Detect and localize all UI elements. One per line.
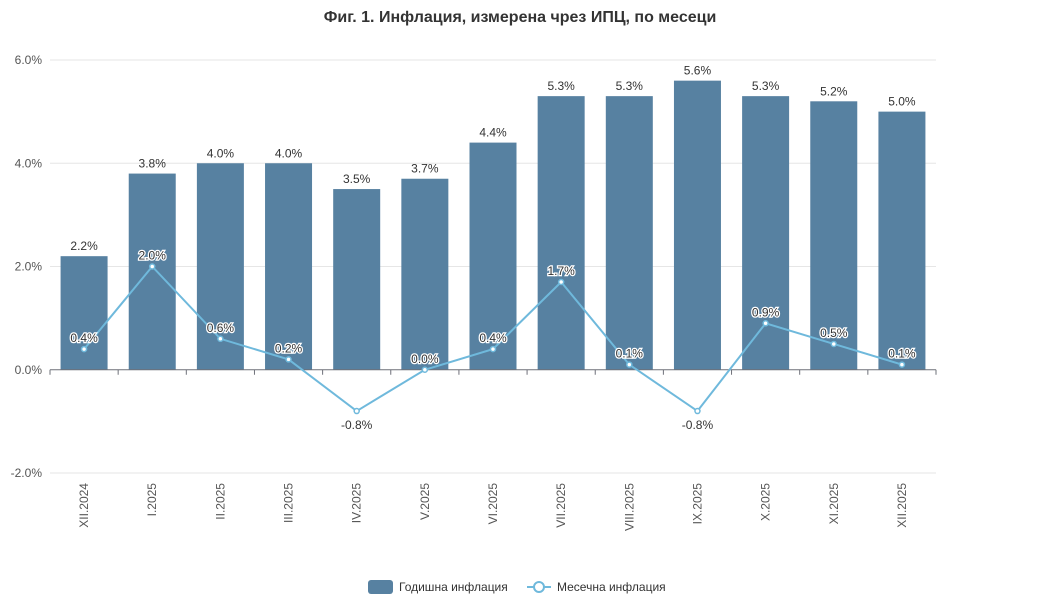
line-data-label: 0.4% [70,331,98,345]
line-point [285,356,292,363]
line-point [626,361,633,368]
legend-annual-label: Годишна инфлация [399,580,508,594]
legend-annual-swatch [368,580,393,594]
line-point [898,361,906,368]
bar-annual [537,96,585,370]
x-tick-label: X.2025 [759,483,773,521]
x-axis [49,369,937,375]
y-tick-label: 4.0% [15,156,43,170]
x-tick-label: XI.2025 [827,483,841,525]
x-tick-label: VI.2025 [486,483,500,525]
line-point [694,407,701,415]
bar-annual [810,101,858,370]
bar-data-label: 2.2% [70,239,98,253]
line-data-label: 0.1% [616,347,644,361]
bar-annual [878,111,926,370]
line-point [557,278,565,286]
line-point [762,320,769,327]
line-data-label: 0.9% [752,305,780,319]
y-tick-label: -2.0% [11,466,43,480]
line-data-label: 0.2% [275,341,303,355]
bar-annual [469,142,517,370]
chart-title: Фиг. 1. Инфлация, измерена чрез ИПЦ, по … [324,9,717,26]
bar-data-label: 4.4% [479,126,507,140]
bar-annual [196,163,244,370]
line-point [421,366,429,373]
bar-annual [128,173,176,370]
bar-annual [60,256,108,370]
line-data-label: 0.6% [207,321,235,335]
legend[interactable]: Годишна инфлация Месечна инфлация [368,580,666,594]
bar-data-label: 3.5% [343,172,371,186]
line-data-label: -0.8% [341,418,373,432]
bar-data-label: 5.6% [684,64,712,78]
bar-data-label: 5.3% [547,79,575,93]
line-data-label: 0.4% [479,331,507,345]
bar-data-label: 5.3% [752,79,780,93]
line-data-label: 1.7% [547,264,575,278]
x-tick-label: XII.2024 [77,483,91,528]
line-data-label: 0.5% [820,326,848,340]
line-data-label: -0.8% [682,418,714,432]
line-point [489,345,497,353]
bar-annual [605,96,653,370]
line-monthly-inflation [80,263,906,415]
line-point [148,263,156,270]
line-point [830,340,838,348]
bar-annual [333,189,381,370]
bar-annual [265,163,313,370]
line-point [80,345,88,353]
x-axis-ticks: XII.2024 I.2025 II.2025 III.2025 IV.2025 V.20… [77,483,909,531]
line-point [217,335,224,343]
x-tick-label: XII.2025 [895,483,909,528]
x-tick-label: VIII.2025 [622,483,636,531]
y-tick-label: 2.0% [15,260,43,274]
x-tick-label: I.2025 [145,483,159,517]
bar-data-label: 3.7% [411,162,439,176]
x-tick-label: IX.2025 [690,483,704,525]
bar-data-label: 4.0% [275,146,303,160]
x-tick-label: II.2025 [213,483,227,520]
x-tick-label: VII.2025 [554,483,568,528]
line-data-label: 0.1% [888,347,916,361]
data-labels: 2.2% 3.8% 4.0% 4.0% 3.5% 3.7% 4.4% 5.3% 5.3% 5.6%… [69,64,917,434]
bar-data-label: 4.0% [207,146,235,160]
line-data-label: 2.0% [139,249,167,263]
bar-annual [401,178,449,370]
legend-monthly-label: Месечна инфлация [557,580,666,594]
x-tick-label: IV.2025 [350,483,364,524]
line-point [353,407,360,415]
bar-data-label: 3.8% [139,157,167,171]
bar-data-label: 5.3% [616,79,644,93]
x-tick-label: V.2025 [418,483,432,520]
bar-data-label: 5.0% [888,95,916,109]
bar-annual [673,80,721,370]
legend-monthly-marker [533,581,545,593]
bars-annual-inflation [60,80,926,370]
bar-data-label: 5.2% [820,84,848,98]
x-tick-label: III.2025 [282,483,296,523]
y-tick-label: 0.0% [15,363,43,377]
line-data-label: 0.0% [411,352,439,366]
y-tick-label: 6.0% [15,53,43,67]
y-axis-ticks: -2.0% 0.0% 2.0% 4.0% 6.0% [11,53,43,480]
